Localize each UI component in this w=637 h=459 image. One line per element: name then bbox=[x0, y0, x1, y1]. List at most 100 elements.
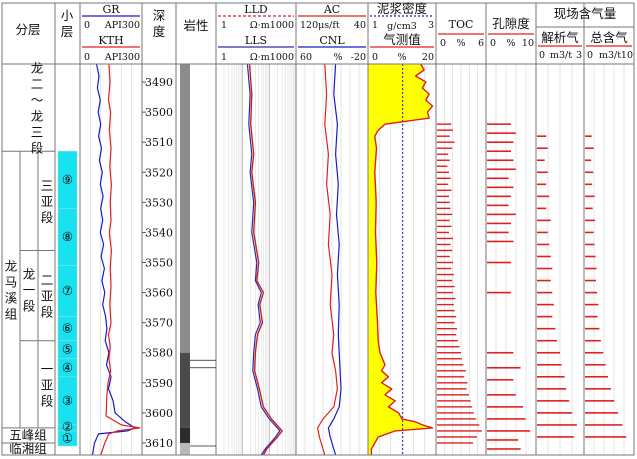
desorbed-gas-bar bbox=[537, 279, 551, 282]
toc-bar bbox=[437, 285, 455, 288]
header-por-min: 0 bbox=[490, 38, 496, 49]
header-kth: KTH bbox=[98, 34, 123, 47]
total-gas-bar bbox=[585, 267, 597, 270]
header-lithology: 岩性 bbox=[183, 18, 208, 33]
zone-label-long1: 龙一段 bbox=[23, 267, 36, 314]
header-mud: 泥浆密度 bbox=[377, 1, 428, 16]
header-por-max: 10 bbox=[522, 38, 534, 49]
desorbed-gas-bar bbox=[537, 243, 550, 246]
header-lld-max: Ω·m1000 bbox=[250, 20, 294, 31]
sublayer-label: ⑦ bbox=[62, 283, 73, 298]
zone-label-sub3-char: 亚 bbox=[41, 194, 54, 209]
header-total-unit: m3/t bbox=[599, 50, 621, 61]
total-gas-bar bbox=[585, 219, 596, 222]
header-lls: LLS bbox=[245, 34, 267, 47]
desorbed-gas-bar bbox=[537, 231, 548, 234]
porosity-bar bbox=[487, 261, 511, 264]
toc-bar bbox=[437, 135, 450, 137]
zone-label-linxiang: 临湘组 bbox=[9, 441, 47, 456]
header-sublayer: 小 bbox=[61, 8, 74, 23]
toc-bar bbox=[437, 147, 453, 149]
toc-bar bbox=[437, 231, 449, 234]
toc-bar bbox=[437, 267, 452, 270]
toc-bar bbox=[437, 291, 453, 294]
toc-bar bbox=[437, 195, 449, 198]
total-gas-bar bbox=[585, 436, 627, 438]
toc-bar bbox=[437, 364, 464, 366]
total-gas-bar bbox=[585, 351, 604, 354]
header-layer: 分层 bbox=[15, 22, 40, 37]
toc-bar bbox=[437, 255, 450, 258]
header-cnl: CNL bbox=[319, 34, 345, 47]
total-gas-bar bbox=[585, 243, 595, 246]
toc-bar bbox=[437, 376, 465, 378]
zone-label-long23-char: 段 bbox=[31, 141, 44, 156]
curve-lld bbox=[248, 63, 283, 456]
total-gas-bar bbox=[585, 159, 592, 162]
desorbed-gas-bar bbox=[537, 376, 565, 378]
total-gas-bar bbox=[585, 291, 597, 294]
total-gas-bar bbox=[585, 183, 593, 186]
toc-bar bbox=[437, 352, 461, 354]
porosity-bar bbox=[487, 204, 509, 207]
toc-bar bbox=[437, 388, 467, 390]
porosity-bar bbox=[487, 213, 516, 216]
toc-bar bbox=[437, 309, 455, 312]
zone-label-sub2-char: 二 bbox=[41, 273, 54, 288]
toc-bar bbox=[437, 249, 453, 252]
header-desorb-min: 0 bbox=[539, 50, 545, 61]
header-gas-min: 0 bbox=[372, 52, 378, 63]
total-gas-bar bbox=[585, 171, 594, 174]
header-kth-min: 0 bbox=[84, 52, 90, 63]
header-ac-min: 120μs/ft bbox=[300, 20, 340, 31]
total-gas-bar bbox=[585, 135, 592, 137]
desorbed-gas-bar bbox=[537, 219, 551, 222]
porosity-bar bbox=[487, 159, 514, 162]
toc-bar bbox=[437, 159, 450, 161]
sublayer-label: ⑧ bbox=[62, 229, 73, 244]
header-ac-max: 40 bbox=[354, 20, 366, 31]
porosity-bar bbox=[487, 291, 511, 294]
text-layer: 分层 小层 深度 岩性 GR 0 API300 KTH 0 API300 LLD 1 Ω·m1000 LL… bbox=[5, 1, 633, 456]
curve-ac bbox=[317, 63, 338, 456]
total-gas-bar bbox=[585, 424, 623, 426]
depth-tick-label: 3540 bbox=[145, 226, 173, 239]
zone-label-long1-char: 龙 bbox=[23, 267, 36, 282]
depth-tick-label: 3530 bbox=[145, 196, 173, 209]
desorbed-gas-bar bbox=[537, 135, 547, 137]
header-cnl-unit: % bbox=[333, 52, 342, 63]
total-gas-bar bbox=[585, 231, 594, 234]
zone-label-sub1-char: 亚 bbox=[41, 377, 54, 392]
total-gas-bar bbox=[585, 195, 595, 198]
desorbed-gas-bar bbox=[537, 207, 547, 210]
toc-bar bbox=[437, 333, 457, 336]
depth-tick-label: 3560 bbox=[145, 287, 173, 300]
desorbed-gas-bar bbox=[537, 303, 554, 306]
header-lls-min: 1 bbox=[221, 52, 227, 63]
depth-tick-label: 3490 bbox=[145, 76, 173, 89]
header-gr: GR bbox=[102, 3, 120, 16]
fill-layer bbox=[57, 64, 433, 455]
zone-label-long23-char: 二 bbox=[31, 77, 44, 92]
zone-label-long23-char: 龙 bbox=[31, 61, 44, 76]
porosity-bar bbox=[487, 406, 523, 408]
toc-bar bbox=[437, 279, 453, 282]
toc-bar bbox=[437, 358, 462, 360]
toc-bar bbox=[437, 165, 448, 167]
total-gas-bar bbox=[585, 363, 606, 366]
header-toc-unit: % bbox=[456, 38, 465, 49]
header-depth: 深 bbox=[153, 8, 166, 23]
desorbed-gas-bar bbox=[537, 339, 557, 342]
toc-bar bbox=[437, 261, 453, 264]
header-total-max: 10 bbox=[621, 50, 633, 61]
lithology-shale-upper bbox=[180, 64, 190, 353]
header-desorb-unit: m3/t bbox=[550, 50, 572, 61]
header-gas-unit: % bbox=[397, 52, 406, 63]
total-gas-bar bbox=[585, 412, 619, 414]
porosity-bar bbox=[487, 439, 519, 441]
desorbed-gas-bar bbox=[537, 147, 548, 150]
toc-bar bbox=[437, 141, 455, 143]
header-gr-max: API300 bbox=[104, 20, 140, 31]
depth-tick-label: 3510 bbox=[145, 136, 173, 149]
